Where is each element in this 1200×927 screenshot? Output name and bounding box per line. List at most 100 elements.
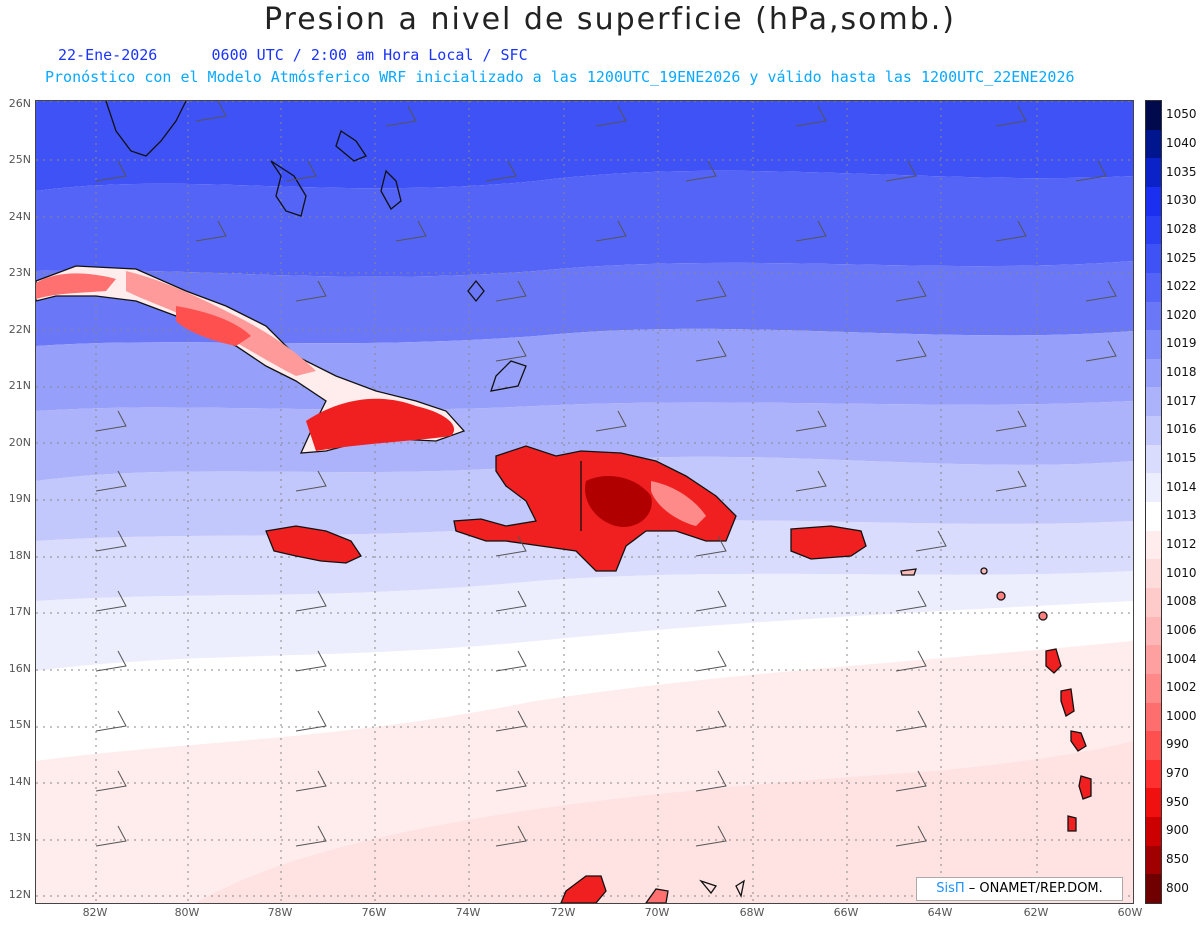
lat-label: 22N [8, 323, 31, 336]
legend-level-label: 1010 [1166, 565, 1197, 580]
legend-level-label: 1018 [1166, 365, 1197, 380]
legend-level-label: 1050 [1166, 107, 1197, 122]
legend-swatch [1146, 702, 1161, 732]
lat-label: 14N [8, 775, 31, 788]
legend-level-label: 1000 [1166, 708, 1197, 723]
coastlines [36, 101, 1092, 903]
lon-label: 60W [1117, 906, 1143, 919]
legend-swatch [1146, 215, 1161, 245]
legend-level-label: 900 [1166, 823, 1189, 838]
legend-swatch [1146, 788, 1161, 818]
forecast-time: 0600 UTC / 2:00 am Hora Local / SFC [211, 46, 528, 64]
forecast-date-line: 22-Ene-2026 0600 UTC / 2:00 am Hora Loca… [58, 46, 528, 64]
lat-label: 23N [8, 266, 31, 279]
lat-label: 18N [8, 549, 31, 562]
map-title: Presion a nivel de superficie (hPa,somb.… [263, 2, 957, 37]
legend-swatch [1146, 845, 1161, 875]
lon-label: 80W [174, 906, 200, 919]
legend-level-label: 950 [1166, 794, 1189, 809]
legend-level-label: 1015 [1166, 451, 1197, 466]
legend-swatch [1146, 759, 1161, 789]
model-info-line: Pronóstico con el Modelo Atmósferico WRF… [45, 68, 1075, 86]
legend-level-label: 1013 [1166, 508, 1197, 523]
lon-label: 78W [267, 906, 293, 919]
legend-swatch [1146, 817, 1161, 847]
color-legend [1145, 100, 1162, 904]
legend-level-label: 1002 [1166, 680, 1197, 695]
graticule [36, 101, 1133, 903]
lon-label: 76W [361, 906, 387, 919]
legend-swatch [1146, 444, 1161, 474]
legend-level-label: 1030 [1166, 193, 1197, 208]
lat-label: 16N [8, 662, 31, 675]
legend-level-label: 1022 [1166, 279, 1197, 294]
lat-label: 25N [8, 153, 31, 166]
pressure-band [36, 101, 1133, 191]
lon-label: 62W [1023, 906, 1049, 919]
pressure-band [36, 571, 1133, 671]
lon-label: 70W [644, 906, 670, 919]
legend-swatch [1146, 358, 1161, 388]
legend-swatch [1146, 330, 1161, 360]
legend-swatch [1146, 416, 1161, 446]
credit-text: ONAMET/REP.DOM. [979, 881, 1103, 896]
legend-level-label: 1025 [1166, 250, 1197, 265]
credit-box: SisΠ – ONAMET/REP.DOM. [916, 877, 1123, 901]
pressure-band [36, 601, 1133, 761]
legend-swatch [1146, 158, 1161, 188]
legend-level-label: 850 [1166, 852, 1189, 867]
lon-label: 66W [833, 906, 859, 919]
pressure-band [196, 741, 1133, 903]
legend-level-label: 1006 [1166, 622, 1197, 637]
lat-label: 17N [8, 605, 31, 618]
legend-level-label: 1008 [1166, 594, 1197, 609]
legend-swatch [1146, 387, 1161, 417]
legend-level-label: 1016 [1166, 422, 1197, 437]
legend-swatch [1146, 502, 1161, 531]
legend-swatch [1146, 301, 1161, 331]
legend-swatch [1146, 731, 1161, 761]
legend-level-label: 1012 [1166, 536, 1197, 551]
legend-level-label: 800 [1166, 880, 1189, 895]
lon-label: 68W [739, 906, 765, 919]
legend-level-label: 1020 [1166, 307, 1197, 322]
legend-swatch [1146, 645, 1161, 675]
lat-label: 21N [8, 379, 31, 392]
legend-swatch [1146, 874, 1161, 904]
credit-brand: SisΠ [936, 881, 965, 896]
lon-label: 64W [927, 906, 953, 919]
legend-swatch [1146, 673, 1161, 703]
legend-swatch [1146, 129, 1161, 159]
lon-label: 72W [550, 906, 576, 919]
legend-level-label: 970 [1166, 766, 1189, 781]
legend-swatch [1146, 616, 1161, 646]
legend-swatch [1146, 587, 1161, 617]
pressure-band [36, 261, 1133, 346]
legend-swatch [1146, 530, 1161, 560]
lon-label: 82W [82, 906, 108, 919]
legend-swatch [1146, 244, 1161, 274]
legend-level-label: 990 [1166, 737, 1189, 752]
legend-level-label: 1004 [1166, 651, 1197, 666]
lat-label: 20N [8, 436, 31, 449]
lat-label: 24N [8, 210, 31, 223]
legend-level-label: 1028 [1166, 221, 1197, 236]
legend-level-label: 1035 [1166, 164, 1197, 179]
lon-label: 74W [455, 906, 481, 919]
pressure-band [36, 170, 1133, 277]
legend-swatch [1146, 272, 1161, 302]
legend-swatch [1146, 186, 1161, 216]
legend-level-label: 1017 [1166, 393, 1197, 408]
legend-level-label: 1014 [1166, 479, 1197, 494]
legend-swatch [1146, 473, 1161, 503]
lat-label: 26N [8, 97, 31, 110]
lat-label: 19N [8, 492, 31, 505]
pressure-map [35, 100, 1134, 904]
lat-label: 13N [8, 831, 31, 844]
forecast-date: 22-Ene-2026 [58, 46, 158, 64]
legend-swatch [1146, 559, 1161, 589]
legend-level-label: 1019 [1166, 336, 1197, 351]
legend-level-label: 1040 [1166, 135, 1197, 150]
lat-label: 12N [8, 888, 31, 901]
legend-swatch [1146, 101, 1161, 130]
